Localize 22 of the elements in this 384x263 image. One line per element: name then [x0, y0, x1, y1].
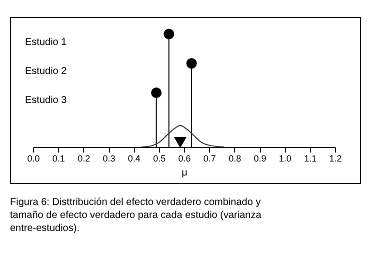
x-tick-label: 0.7 — [203, 154, 216, 164]
annotation: Estudio 2 — [25, 66, 68, 77]
x-tick-label: 1.2 — [329, 154, 342, 164]
x-tick-label: 0.2 — [78, 154, 90, 164]
point — [164, 28, 174, 40]
x-tick-label: 0.9 — [254, 154, 266, 164]
text: Figura 6: Disttribución del efecto verdadero combinado y tamaño de efecto verdadero para cada estudio (varianza entre-estudios). — [10, 197, 262, 234]
point — [186, 58, 197, 69]
point — [151, 88, 162, 98]
x-tick-label: 0.4 — [128, 154, 140, 164]
x-tick-label: 1.0 — [278, 154, 292, 164]
x-tick-label: 0.3 — [102, 154, 116, 164]
annotation: Estudio 1 — [25, 37, 68, 48]
x-tick-label: 0.0 — [27, 154, 40, 164]
x-axis-title: μ — [182, 168, 188, 178]
x-tick-label: 0.1 — [52, 154, 65, 164]
x-tick-label: 0.6 — [178, 154, 191, 164]
x-tick-label: 0.8 — [228, 154, 242, 164]
x-tick-label: 1.1 — [304, 154, 317, 164]
x-tick-label: 0.5 — [153, 154, 166, 164]
point — [174, 137, 187, 148]
annotation: Estudio 3 — [25, 95, 68, 106]
